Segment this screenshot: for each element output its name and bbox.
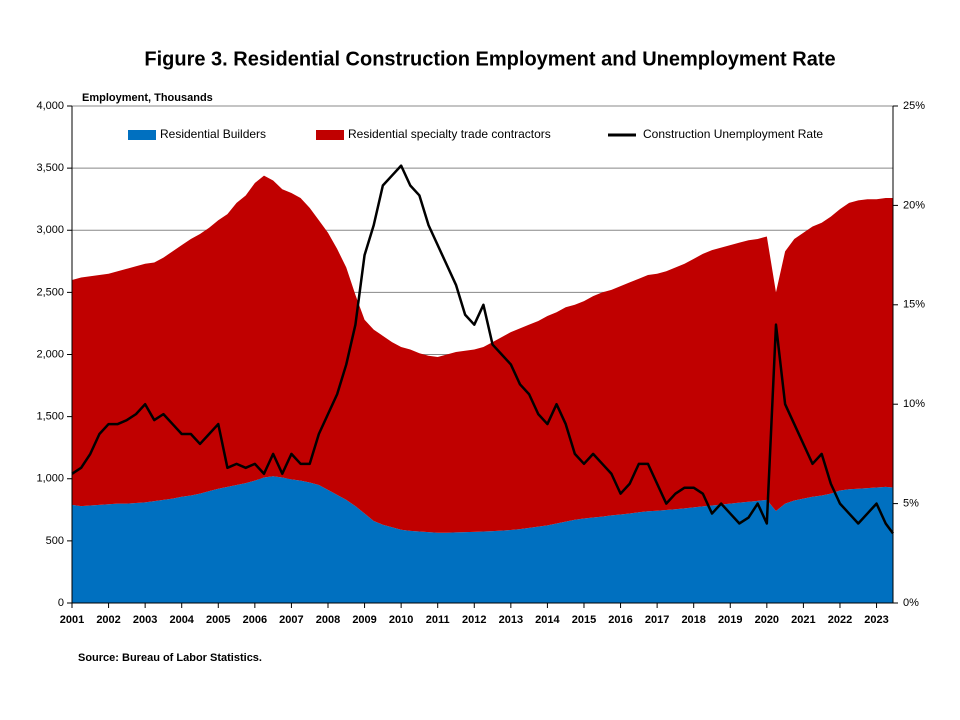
x-tick-label: 2002 <box>96 614 120 626</box>
y-axis-label: Employment, Thousands <box>82 92 213 104</box>
x-tick-label: 2010 <box>389 614 413 626</box>
x-tick-label: 2007 <box>279 614 303 626</box>
x-tick-label: 2022 <box>828 614 852 626</box>
y-tick-label: 3,000 <box>36 224 64 236</box>
x-tick-label: 2023 <box>864 614 888 626</box>
y2-tick-label: 15% <box>903 299 925 311</box>
y-tick-label: 3,500 <box>36 162 64 174</box>
x-tick-label: 2001 <box>60 614 84 626</box>
y-tick-label: 500 <box>46 535 64 547</box>
line <box>71 164 895 535</box>
x-tick-label: 2008 <box>316 614 340 626</box>
y2-tick-label: 5% <box>903 498 919 510</box>
x-tick-label: 2020 <box>755 614 779 626</box>
x-tick-label: 2015 <box>572 614 596 626</box>
x-tick-label: 2004 <box>169 614 194 626</box>
x-tick-label: 2016 <box>608 614 632 626</box>
x-tick-label: 2009 <box>352 614 376 626</box>
y-tick-label: 2,500 <box>36 286 64 298</box>
y2-tick-label: 10% <box>903 398 925 410</box>
y2-tick-label: 20% <box>903 199 925 211</box>
x-tick-label: 2003 <box>133 614 157 626</box>
x-tick-label: 2019 <box>718 614 742 626</box>
x-tick-label: 2021 <box>791 614 815 626</box>
x-tick-label: 2005 <box>206 614 230 626</box>
y2-tick-label: 0% <box>903 597 919 609</box>
legend-label: Construction Unemployment Rate <box>643 127 823 141</box>
y2-tick-label: 25% <box>903 100 925 112</box>
source-note: Source: Bureau of Labor Statistics. <box>78 652 262 664</box>
y-tick-label: 2,000 <box>36 348 64 360</box>
x-tick-label: 2011 <box>426 614 450 626</box>
area <box>72 476 893 603</box>
legend-label: Residential specialty trade contractors <box>348 127 551 141</box>
x-tick-label: 2014 <box>535 614 560 626</box>
legend-swatch <box>128 130 156 140</box>
x-tick-label: 2006 <box>243 614 267 626</box>
legend-label: Residential Builders <box>160 127 266 141</box>
x-tick-label: 2013 <box>499 614 523 626</box>
x-tick-label: 2017 <box>645 614 669 626</box>
y-tick-label: 0 <box>58 597 64 609</box>
chart-title: Figure 3. Residential Construction Emplo… <box>144 48 835 70</box>
area <box>72 175 893 533</box>
y-tick-label: 4,000 <box>36 100 64 112</box>
legend-swatch <box>316 130 344 140</box>
x-tick-label: 2012 <box>462 614 486 626</box>
x-tick-label: 2018 <box>681 614 705 626</box>
y-tick-label: 1,500 <box>36 411 64 423</box>
y-tick-label: 1,000 <box>36 473 64 485</box>
